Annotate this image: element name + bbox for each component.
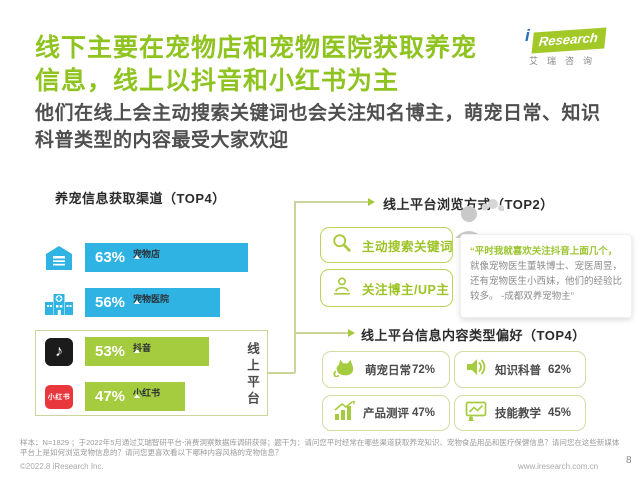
douyin-note-glyph: ♪ xyxy=(45,338,73,366)
pref-label: 萌宠日常 xyxy=(365,364,411,377)
logo-i-mark: i xyxy=(525,26,530,45)
logo-wordmark: Research xyxy=(538,30,599,50)
bar-pethospital: 56% 宠物医院 xyxy=(85,288,220,317)
search-keyword-label: 主动搜索关键词 xyxy=(362,239,454,254)
bar-value: 47% xyxy=(95,388,126,405)
content-section-title: 线上平台信息内容类型偏好（TOP4） xyxy=(361,328,586,343)
xiaohongshu-icon: 小红书 xyxy=(42,382,76,412)
pref-box-daily: 萌宠日常 72% xyxy=(322,351,450,388)
label-caret xyxy=(134,393,141,398)
bar-xiaohongshu: 47% 小红书 xyxy=(85,382,185,411)
user-quote-card: “平时我就喜欢关注抖音上面几个， 就像宠物医生董轶博士、宠医周昱，还有宠物医生小西… xyxy=(460,234,632,318)
bar-value: 56% xyxy=(95,294,126,311)
label-caret xyxy=(134,254,141,259)
connector-vertical-line xyxy=(294,201,296,373)
pref-value: 47% xyxy=(411,407,435,419)
search-keyword-pill: 主动搜索关键词 xyxy=(320,227,453,263)
pref-box-knowledge: 知识科普 62% xyxy=(454,351,586,388)
left-chart-title: 养宠信息获取渠道（TOP4） xyxy=(55,191,226,206)
cat-icon xyxy=(333,357,357,382)
store-icon xyxy=(42,243,76,273)
pref-box-teaching: 技能教学 45% xyxy=(454,395,586,431)
logo-green-slab: Research xyxy=(531,27,607,54)
pref-value: 62% xyxy=(547,363,571,376)
xiaohongshu-chip-text: 小红书 xyxy=(45,385,73,409)
speaker-icon xyxy=(465,356,487,383)
arrow-to-content-section xyxy=(348,329,355,337)
online-platform-group-label: 线上平台 xyxy=(245,342,259,408)
search-icon xyxy=(331,232,353,259)
sample-footnote: 样本：N=1829 ；于2022年5月通过艾瑞智研平台-消费洞察数据库调研获得；… xyxy=(20,438,620,457)
pref-value: 45% xyxy=(547,407,571,419)
pref-label: 产品测评 xyxy=(363,408,409,420)
bar-petstore: 63% 宠物店 xyxy=(85,243,248,272)
pref-box-review: 产品测评 47% xyxy=(322,395,450,431)
bar-label: 宠物店 xyxy=(133,248,161,259)
connector-mid-line xyxy=(294,332,348,334)
online-platform-group-box xyxy=(35,330,268,416)
website-url: www.iresearch.com.cn xyxy=(518,462,599,471)
blogger-icon xyxy=(331,275,353,302)
follow-blogger-label: 关注博主/UP主 xyxy=(362,282,450,297)
page-title-line2: 信息，线上以抖音和小红书为主 xyxy=(35,67,400,95)
label-caret xyxy=(134,348,141,353)
quote-body-text: 就像宠物医生董轶博士、宠医周昱，还有宠物医生小西妹，他们的经验比较多。 -成都双… xyxy=(470,261,623,302)
bar-value: 63% xyxy=(95,249,126,266)
page-subtitle: 他们在线上会主动搜索关键词也会关注知名博主，萌宠日常、知识科普类型的内容最受大家… xyxy=(35,103,601,151)
copyright-text: ©2022.8 iResearch Inc. xyxy=(20,462,104,471)
connector-box-line xyxy=(268,372,295,374)
bar-label: 宠物医院 xyxy=(133,293,170,304)
hospital-icon xyxy=(42,288,76,318)
teaching-icon xyxy=(465,400,487,427)
iresearch-logo: Research i 艾瑞咨询 xyxy=(525,26,615,70)
bar-douyin: 53% 抖音 xyxy=(85,337,209,366)
page-title-line1: 线下主要在宠物店和宠物医院获取养宠 xyxy=(35,34,478,62)
page-number: 8 xyxy=(626,455,632,466)
bar-label: 小红书 xyxy=(133,387,161,398)
arrow-to-browse-section xyxy=(368,198,375,206)
label-caret xyxy=(134,299,141,304)
pref-label: 知识科普 xyxy=(495,364,541,377)
douyin-icon: ♪ xyxy=(42,337,76,367)
connector-top-line xyxy=(294,201,368,203)
bar-value: 53% xyxy=(95,343,126,360)
pref-value: 72% xyxy=(411,363,435,376)
chart-up-icon xyxy=(333,400,355,426)
pref-label: 技能教学 xyxy=(495,408,541,420)
quote-highlight-text: “平时我就喜欢关注抖音上面几个， xyxy=(470,246,618,257)
follow-blogger-pill: 关注博主/UP主 xyxy=(320,269,453,307)
logo-chinese-name: 艾瑞咨询 xyxy=(529,56,602,66)
bar-label: 抖音 xyxy=(133,342,152,353)
browse-section-title: 线上平台浏览方式（TOP2） xyxy=(383,197,554,212)
